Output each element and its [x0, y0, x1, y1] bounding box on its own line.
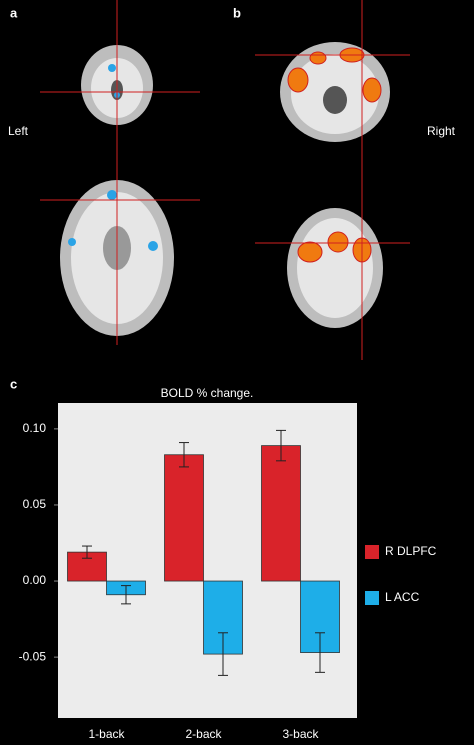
brain-panels: [40, 0, 410, 360]
y-tick-label: 0.10: [23, 421, 47, 435]
legend-label: L ACC: [385, 590, 420, 604]
y-tick-label: 0.00: [23, 573, 47, 587]
plot-area: [58, 403, 357, 718]
y-tick-label: 0.05: [23, 497, 47, 511]
chart-title: BOLD % change.: [161, 386, 254, 400]
activation: [148, 241, 158, 251]
panel-label: a: [10, 5, 18, 20]
x-tick-label: 1-back: [88, 727, 125, 741]
side-label: Left: [8, 124, 29, 138]
panel-label: b: [233, 5, 241, 20]
legend-swatch: [365, 591, 379, 605]
activation: [287, 67, 309, 93]
activation: [108, 64, 116, 72]
x-tick-label: 2-back: [185, 727, 222, 741]
activation: [309, 51, 327, 65]
activation: [297, 241, 323, 263]
activation: [68, 238, 76, 246]
side-label: Right: [427, 124, 456, 138]
x-tick-label: 3-back: [282, 727, 319, 741]
panel-label: c: [10, 376, 17, 391]
activation: [107, 190, 117, 200]
ventricle: [323, 86, 347, 114]
y-tick-label: -0.05: [19, 649, 47, 663]
legend-swatch: [365, 545, 379, 559]
activation: [362, 77, 382, 103]
bar: [164, 454, 204, 582]
legend-label: R DLPFC: [385, 544, 437, 558]
bar: [261, 445, 301, 582]
activation: [327, 231, 349, 253]
